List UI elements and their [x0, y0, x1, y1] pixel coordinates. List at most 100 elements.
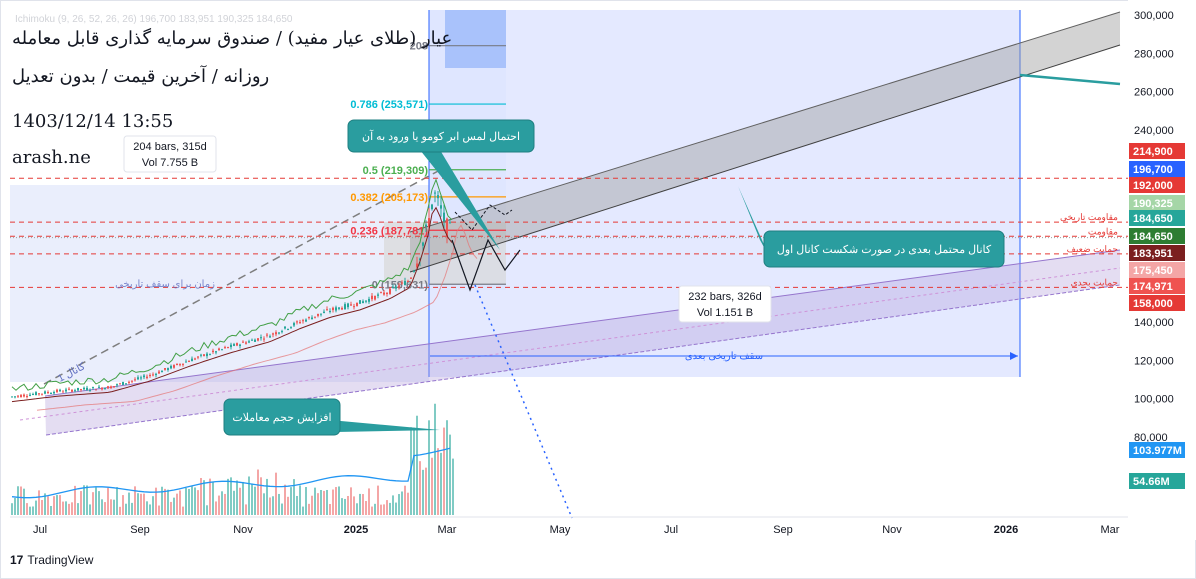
- candle-body: [74, 390, 76, 392]
- candle-body: [50, 393, 52, 395]
- candle-body: [152, 374, 154, 376]
- price-label-text: 192,000: [1133, 180, 1173, 192]
- volume-bar: [329, 504, 331, 515]
- volume-bar: [374, 503, 376, 515]
- volume-bar: [392, 495, 394, 515]
- volume-bar: [11, 503, 13, 515]
- candle-body: [212, 350, 214, 353]
- candle-body: [353, 306, 355, 308]
- candle-body: [296, 321, 298, 323]
- volume-bar: [212, 481, 214, 515]
- candle-body: [182, 363, 184, 365]
- price-label-bg: [1129, 161, 1185, 177]
- volume-bar: [422, 469, 424, 515]
- candle-body: [167, 368, 169, 370]
- price-label-bg: [1129, 295, 1185, 311]
- candle-body: [161, 370, 163, 373]
- candle-body: [95, 389, 97, 391]
- price-label-bg: [1129, 442, 1185, 458]
- volume-bar: [317, 493, 319, 515]
- candle-body: [443, 212, 445, 222]
- candle-body: [185, 361, 187, 363]
- volume-bar: [359, 493, 361, 515]
- volume-bar: [380, 504, 382, 515]
- candle-body: [233, 344, 235, 346]
- channel-2-band: [410, 12, 1120, 272]
- volume-bar: [164, 488, 166, 515]
- volume-bar: [47, 496, 49, 515]
- volume-bar: [311, 495, 313, 515]
- tradingview-footer[interactable]: 17 TradingView: [10, 553, 93, 567]
- candle-body: [422, 242, 424, 246]
- callout-kumo-pointer: [420, 150, 500, 250]
- candle-body: [143, 375, 145, 378]
- candle-body: [395, 286, 397, 289]
- measure-box: [123, 135, 217, 173]
- fib-label: 0 (159,631): [372, 279, 429, 291]
- projection-zigzag-alt: [454, 204, 513, 231]
- candle-body: [344, 304, 346, 310]
- volume-bar: [119, 506, 121, 515]
- candle-body: [332, 307, 334, 311]
- volume-bar: [452, 458, 454, 515]
- volume-bar: [269, 497, 271, 515]
- candle-body: [20, 395, 22, 398]
- measure-vol-text: Vol 7.755 B: [142, 157, 198, 169]
- volume-bar: [20, 486, 22, 515]
- volume-bar: [341, 498, 343, 515]
- volume-bar: [191, 486, 193, 515]
- volume-bar: [44, 493, 46, 515]
- candle-body: [341, 307, 343, 310]
- volume-bar: [395, 502, 397, 515]
- volume-bar: [389, 502, 391, 515]
- x-tick-label: Nov: [882, 524, 902, 536]
- candle-body: [80, 389, 82, 391]
- candle-body: [371, 295, 373, 300]
- candles-group: [11, 190, 451, 399]
- y-tick-label: 140,000: [1134, 317, 1174, 329]
- y-tick-label: 80,000: [1134, 432, 1168, 444]
- candle-body: [245, 342, 247, 344]
- candle-body: [287, 328, 289, 330]
- volume-bar: [68, 503, 70, 515]
- volume-bar: [449, 434, 451, 515]
- candle-body: [248, 341, 250, 343]
- candle-body: [164, 368, 166, 370]
- candle-body: [416, 263, 418, 268]
- volume-bar: [368, 488, 370, 515]
- volume-bar: [155, 487, 157, 515]
- candle-body: [449, 222, 451, 224]
- candle-body: [320, 313, 322, 315]
- volume-bar: [218, 495, 220, 515]
- channel-2-upper: [409, 11, 1121, 233]
- volume-bar: [446, 420, 448, 515]
- volume-bar: [401, 491, 403, 515]
- price-label-bg: [1129, 278, 1185, 294]
- volume-bar: [161, 486, 163, 515]
- volume-bar: [140, 493, 142, 515]
- volume-bar: [371, 506, 373, 515]
- price-label-bg: [1129, 177, 1185, 193]
- cloud-box: [384, 222, 506, 284]
- candle-body: [41, 393, 43, 395]
- ichimoku-base-line: [11, 206, 453, 403]
- candle-body: [32, 394, 34, 396]
- volume-bar: [179, 490, 181, 515]
- volume-bar: [149, 504, 151, 515]
- volume-bar: [200, 478, 202, 515]
- volume-bar: [50, 505, 52, 515]
- candle-body: [128, 381, 130, 383]
- x-tick-label: Sep: [773, 524, 793, 536]
- candle-body: [140, 377, 142, 379]
- y-tick-label: 300,000: [1134, 10, 1174, 22]
- candle-body: [272, 333, 274, 335]
- measure-vol-text: Vol 1.151 B: [697, 307, 753, 319]
- price-label-text: 184,650: [1133, 213, 1173, 225]
- y-tick-label: 260,000: [1134, 87, 1174, 99]
- channel-1-mid: [19, 267, 1121, 421]
- candle-body: [290, 326, 292, 328]
- callout-volume-pointer: [330, 420, 440, 432]
- candle-body: [251, 339, 253, 341]
- candle-body: [380, 292, 382, 294]
